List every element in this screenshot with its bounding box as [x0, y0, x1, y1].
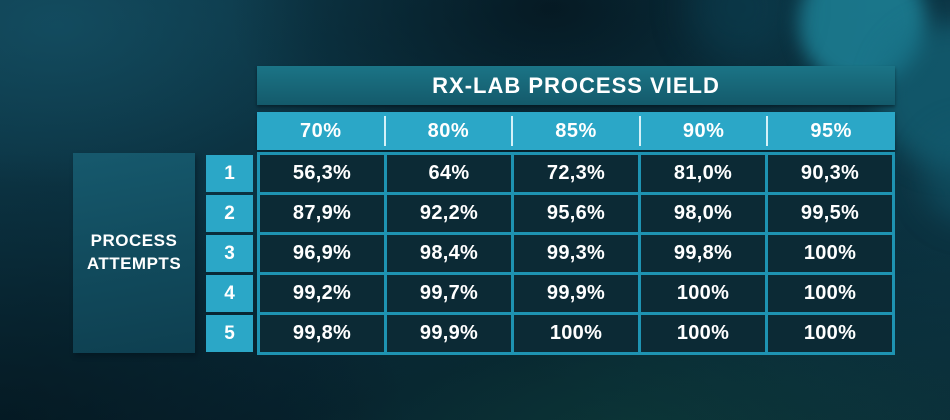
yield-cell-r4c1: 99,2%: [260, 275, 384, 312]
yield-table-grid: 56,3% 64% 72,3% 81,0% 90,3% 87,9% 92,2% …: [257, 152, 895, 355]
row-number-3: 3: [206, 235, 253, 272]
yield-cell-r1c3: 72,3%: [514, 155, 638, 192]
yield-cell-r4c4: 100%: [641, 275, 765, 312]
column-header-85: 85%: [511, 112, 640, 150]
yield-cell-r2c1: 87,9%: [260, 195, 384, 232]
yield-cell-r3c3: 99,3%: [514, 235, 638, 272]
table-title-bar: RX-LAB PROCESS VIELD: [257, 66, 895, 105]
yield-cell-r4c5: 100%: [768, 275, 892, 312]
yield-cell-r3c4: 99,8%: [641, 235, 765, 272]
row-number-column: 1 2 3 4 5: [206, 152, 253, 355]
yield-cell-r3c1: 96,9%: [260, 235, 384, 272]
yield-cell-r2c3: 95,6%: [514, 195, 638, 232]
row-number-4: 4: [206, 275, 253, 312]
yield-cell-r3c5: 100%: [768, 235, 892, 272]
bokeh-light: [922, 128, 950, 224]
column-header-90: 90%: [638, 112, 768, 150]
column-header-95: 95%: [766, 112, 895, 150]
yield-cell-r4c3: 99,9%: [514, 275, 638, 312]
yield-cell-r1c1: 56,3%: [260, 155, 384, 192]
row-axis-label-line1: PROCESS: [90, 231, 178, 251]
yield-cell-r2c4: 98,0%: [641, 195, 765, 232]
row-axis-label-line2: ATTEMPTS: [86, 254, 182, 273]
row-number-5: 5: [206, 315, 253, 352]
yield-cell-r1c2: 64%: [387, 155, 511, 192]
column-header-70: 70%: [300, 119, 342, 142]
yield-cell-r3c2: 98,4%: [387, 235, 511, 272]
bokeh-light: [688, 0, 792, 60]
yield-cell-r2c2: 92,2%: [387, 195, 511, 232]
row-axis-label: PROCESS ATTEMPTS: [73, 153, 195, 353]
yield-cell-r5c3: 100%: [514, 315, 638, 352]
yield-cell-r5c2: 99,9%: [387, 315, 511, 352]
yield-cell-r1c5: 90,3%: [768, 155, 892, 192]
yield-cell-r4c2: 99,7%: [387, 275, 511, 312]
row-number-2: 2: [206, 195, 253, 232]
yield-cell-r5c5: 100%: [768, 315, 892, 352]
yield-cell-r2c5: 99,5%: [768, 195, 892, 232]
yield-cell-r5c1: 99,8%: [260, 315, 384, 352]
table-title: RX-LAB PROCESS VIELD: [432, 72, 720, 98]
column-header-row: 70% 80% 85% 90% 95%: [257, 112, 895, 150]
yield-cell-r5c4: 100%: [641, 315, 765, 352]
yield-cell-r1c4: 81,0%: [641, 155, 765, 192]
column-header-80: 80%: [383, 112, 513, 150]
row-number-1: 1: [206, 155, 253, 192]
